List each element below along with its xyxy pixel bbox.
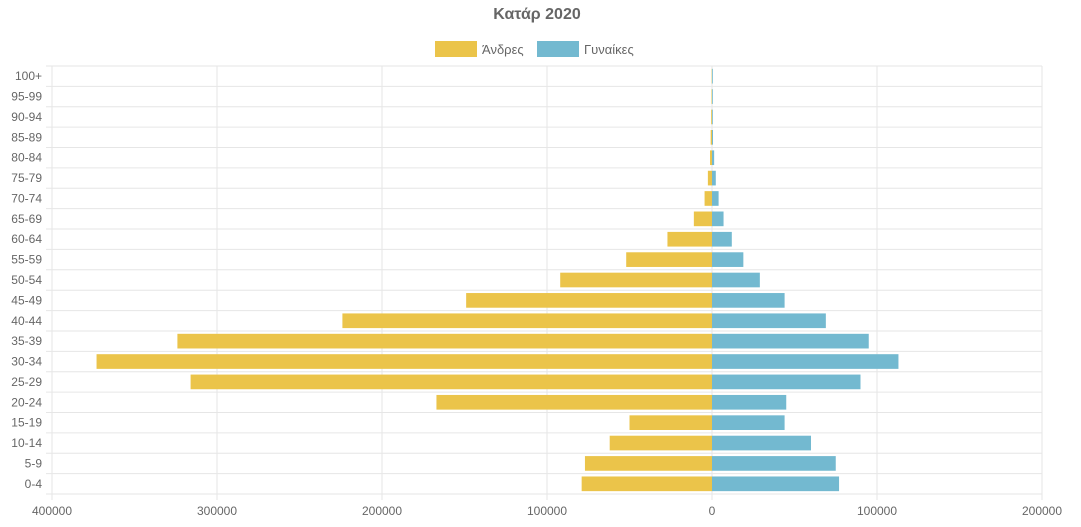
bar-women-10-14 <box>712 435 811 451</box>
bar-men-25-29 <box>190 374 713 390</box>
x-tick-label: 0 <box>709 504 716 518</box>
y-tick-label: 35-39 <box>11 334 42 348</box>
x-tick-label: 200000 <box>362 504 402 518</box>
y-tick-label: 60-64 <box>11 232 42 246</box>
bar-women-75-79 <box>712 170 716 186</box>
y-tick-label: 85-89 <box>11 130 42 144</box>
bar-men-80-84 <box>710 150 712 166</box>
y-tick-label: 65-69 <box>11 212 42 226</box>
y-tick-label: 90-94 <box>11 110 42 124</box>
y-tick-label: 75-79 <box>11 171 42 185</box>
bar-women-50-54 <box>712 272 760 288</box>
y-tick-label: 40-44 <box>11 314 42 328</box>
x-axis: 400000 300000 200000 100000 0 100000 200000 <box>32 504 1062 518</box>
legend-swatch-0 <box>435 41 477 57</box>
bar-women-45-49 <box>712 293 785 308</box>
bars <box>96 68 899 492</box>
y-tick-label: 45-49 <box>11 293 42 307</box>
bar-men-15-19 <box>629 415 712 431</box>
bar-women-80-84 <box>712 150 715 166</box>
bar-men-55-59 <box>626 252 712 267</box>
bar-women-85-89 <box>712 129 713 145</box>
y-tick-label: 20-24 <box>11 395 42 409</box>
bar-women-30-34 <box>712 354 899 369</box>
bar-women-5-9 <box>712 456 836 471</box>
legend: Άνδρες Γυναίκες <box>435 41 634 57</box>
legend-label-1: Γυναίκες <box>584 42 634 57</box>
bar-women-15-19 <box>712 415 785 431</box>
y-axis: 100+ 95-99 90-94 85-89 80-84 75-79 70-74 65-69 6… <box>11 69 42 491</box>
y-tick-label: 10-14 <box>11 436 42 450</box>
bar-men-40-44 <box>342 313 712 329</box>
bar-women-70-74 <box>712 191 719 206</box>
y-tick-label: 80-84 <box>11 151 42 165</box>
x-tick-label: 100000 <box>527 504 567 518</box>
x-tick-label: 300000 <box>197 504 237 518</box>
y-tick-label: 30-34 <box>11 355 42 369</box>
bar-men-50-54 <box>560 272 712 288</box>
bar-men-90-94 <box>711 109 712 125</box>
bar-men-65-69 <box>693 211 712 227</box>
bar-women-65-69 <box>712 211 724 227</box>
y-tick-label: 15-19 <box>11 416 42 430</box>
chart-title: Κατάρ 2020 <box>493 6 581 23</box>
bar-men-70-74 <box>704 191 712 206</box>
bar-women-95-99 <box>712 89 713 104</box>
bar-women-20-24 <box>712 394 787 410</box>
bar-men-60-64 <box>667 231 712 247</box>
bar-men-95-99 <box>711 89 713 104</box>
grid-lines <box>46 65 1043 500</box>
bar-women-40-44 <box>712 313 826 329</box>
bar-women-25-29 <box>712 374 861 390</box>
bar-women-35-39 <box>712 333 869 349</box>
bar-women-90-94 <box>712 109 713 125</box>
y-tick-label: 5-9 <box>25 456 43 470</box>
y-tick-label: 25-29 <box>11 375 42 389</box>
legend-swatch-1 <box>537 41 579 57</box>
bar-women-100+ <box>712 68 713 84</box>
bar-men-0-4 <box>581 476 712 492</box>
bar-women-55-59 <box>712 252 744 267</box>
x-tick-label: 200000 <box>1022 504 1062 518</box>
bar-men-35-39 <box>177 333 712 349</box>
y-tick-label: 70-74 <box>11 191 42 205</box>
bar-men-30-34 <box>96 354 713 369</box>
y-tick-label: 50-54 <box>11 273 42 287</box>
bar-women-60-64 <box>712 231 732 247</box>
y-tick-label: 100+ <box>15 69 42 83</box>
x-tick-label: 400000 <box>32 504 72 518</box>
legend-label-0: Άνδρες <box>482 42 524 57</box>
y-tick-label: 95-99 <box>11 90 42 104</box>
bar-men-45-49 <box>466 293 712 308</box>
bar-women-0-4 <box>712 476 840 492</box>
bar-men-10-14 <box>609 435 712 451</box>
y-tick-label: 0-4 <box>25 477 43 491</box>
bar-men-20-24 <box>436 394 712 410</box>
bar-men-5-9 <box>584 456 712 471</box>
y-tick-label: 55-59 <box>11 253 42 267</box>
bar-men-85-89 <box>710 129 712 145</box>
x-tick-label: 100000 <box>857 504 897 518</box>
bar-men-75-79 <box>707 170 712 186</box>
